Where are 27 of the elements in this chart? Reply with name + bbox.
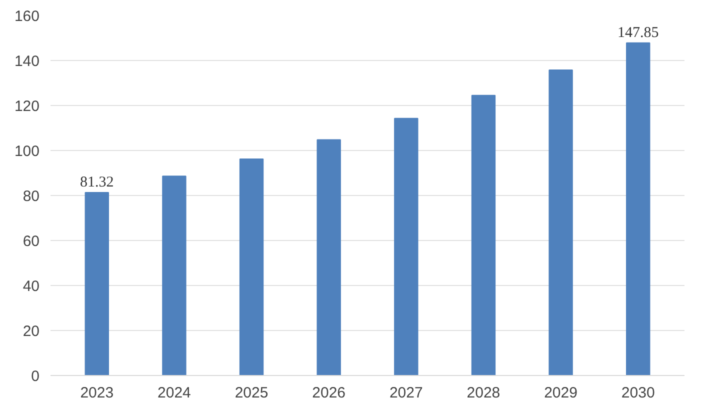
x-tick-label: 2023 xyxy=(80,384,114,400)
bar xyxy=(162,176,186,376)
x-tick-label: 2024 xyxy=(158,384,191,400)
data-label: 147.85 xyxy=(617,24,659,41)
y-tick-label: 160 xyxy=(14,8,40,25)
y-tick-label: 100 xyxy=(14,143,40,160)
bar xyxy=(316,139,341,376)
y-tick-label: 0 xyxy=(31,368,40,385)
x-tick-label: 2027 xyxy=(389,384,423,400)
bar xyxy=(84,192,109,376)
bar xyxy=(626,42,650,376)
y-tick-label: 20 xyxy=(22,323,40,340)
x-tick-label: 2029 xyxy=(544,384,578,400)
bar xyxy=(471,94,496,376)
bar xyxy=(548,69,573,376)
x-tick-label: 2026 xyxy=(312,384,346,400)
y-tick-label: 80 xyxy=(22,188,40,205)
y-tick-label: 120 xyxy=(14,98,40,115)
data-label: 81.32 xyxy=(80,174,114,191)
bar xyxy=(394,118,418,376)
x-tick-label: 2025 xyxy=(234,384,268,400)
y-tick-label: 140 xyxy=(14,53,40,70)
y-tick-label: 60 xyxy=(22,233,40,250)
y-tick-label: 40 xyxy=(22,278,40,295)
x-tick-label: 2030 xyxy=(621,384,655,400)
bar xyxy=(239,158,264,376)
x-tick-label: 2028 xyxy=(466,384,500,400)
